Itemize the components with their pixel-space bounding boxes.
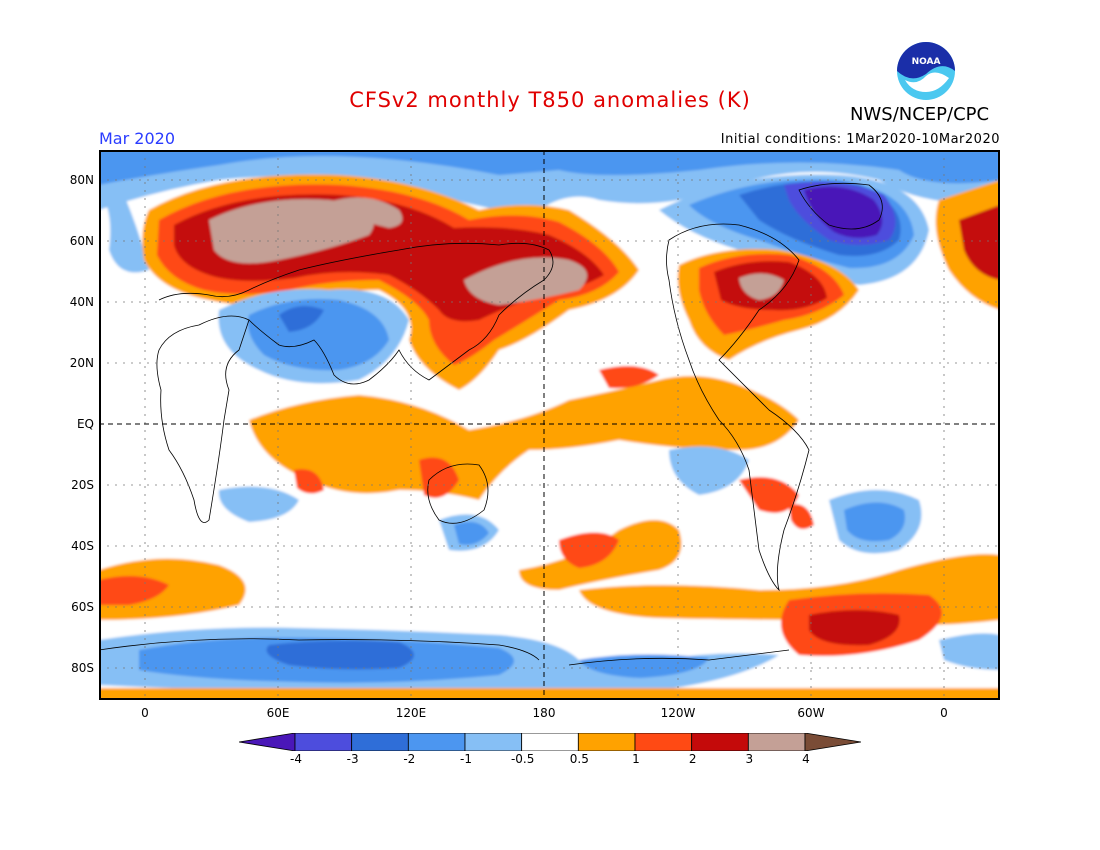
coastlines <box>99 182 883 666</box>
north-america-warm-anomaly <box>739 273 784 300</box>
colorbar-swatch <box>294 733 353 751</box>
south-america-warm <box>789 504 814 529</box>
indian-ocean-cold <box>218 486 299 522</box>
colorbar-swatch <box>577 733 636 751</box>
colorbar-label: -0.5 <box>510 752 535 766</box>
colorbar-label: 3 <box>745 752 754 766</box>
colorbar-label: -2 <box>403 752 416 766</box>
lat-label: 20S <box>71 478 94 492</box>
lat-label: 40N <box>69 295 94 309</box>
australia-warm <box>419 457 459 498</box>
lon-label: 120W <box>660 706 696 720</box>
lat-label: 40S <box>71 539 94 553</box>
lat-label: EQ <box>76 417 94 431</box>
eurasia-warm-anomaly <box>329 197 403 228</box>
agency-label: NWS/NCEP/CPC <box>850 104 990 125</box>
colorbar-swatch <box>521 733 579 751</box>
pacific-warm-core <box>464 257 587 305</box>
anomaly-map <box>99 150 1000 700</box>
southern-ocean-warm <box>99 558 246 620</box>
lon-label: 60E <box>266 706 290 720</box>
colorbar-swatch <box>351 733 409 751</box>
colorbar-label: 1 <box>632 752 640 766</box>
antarctic-cold-band <box>939 633 1000 670</box>
colorbar-label: -4 <box>290 752 302 766</box>
colorbar-label: 0.5 <box>569 752 589 766</box>
lon-label: 60W <box>797 706 825 720</box>
australia-cold <box>454 521 489 545</box>
tropical-warm-belt <box>559 532 619 568</box>
noaa-logo-icon: NOAA <box>896 41 956 101</box>
south-atlantic-cold <box>844 502 905 542</box>
southern-ocean-warm <box>809 610 900 646</box>
south-pacific-cold <box>669 446 749 495</box>
colorbar <box>239 733 861 751</box>
colorbar-swatch <box>464 733 523 751</box>
arctic-cold-band <box>99 190 149 273</box>
eurasia-warm-anomaly <box>209 199 374 264</box>
antarctic-cold-band <box>266 640 414 670</box>
lon-label: 0 <box>141 706 149 720</box>
colorbar-swatch <box>691 733 749 751</box>
forecast-period: Mar 2020 <box>99 129 175 148</box>
lon-label: 120E <box>395 706 427 720</box>
initial-conditions: Initial conditions: 1Mar2020-10Mar2020 <box>720 132 1000 147</box>
lat-label: 60N <box>69 234 94 248</box>
colorbar-swatch <box>407 733 466 751</box>
asia-cold-anomaly <box>279 306 324 332</box>
colorbar-label: 4 <box>802 752 810 766</box>
south-america-warm <box>739 477 799 513</box>
antarctic-warm-edge <box>99 688 1000 700</box>
europe-edge-warm <box>959 205 1000 280</box>
map-title: CFSv2 monthly T850 anomalies (K) <box>349 88 751 112</box>
colorbar-label: 2 <box>688 752 697 766</box>
colorbar-label: -1 <box>460 752 472 766</box>
equator-dateline <box>99 150 1000 700</box>
arctic-cold-band <box>99 150 1000 185</box>
colorbar-label: -3 <box>346 752 359 766</box>
lat-label: 60S <box>71 600 94 614</box>
colorbar-swatch <box>804 733 861 751</box>
colorbar-swatch <box>634 733 693 751</box>
lat-label: 80S <box>71 661 94 675</box>
greenland-cold-anomaly <box>804 186 883 238</box>
australia-warm <box>294 469 324 494</box>
colorbar-swatch <box>239 733 296 751</box>
map-frame <box>99 150 1000 700</box>
southern-ocean-warm <box>99 576 169 605</box>
lon-label: 180 <box>532 706 556 720</box>
logo-text: NOAA <box>912 57 941 67</box>
tropical-warm-belt <box>599 366 659 389</box>
lat-label: 80N <box>69 173 94 187</box>
tropical-warm-belt <box>249 376 799 500</box>
lon-label: 0 <box>940 706 948 720</box>
colorbar-swatch <box>747 733 806 751</box>
arctic-cold-band <box>99 150 1000 210</box>
lat-label: 20N <box>69 356 94 370</box>
